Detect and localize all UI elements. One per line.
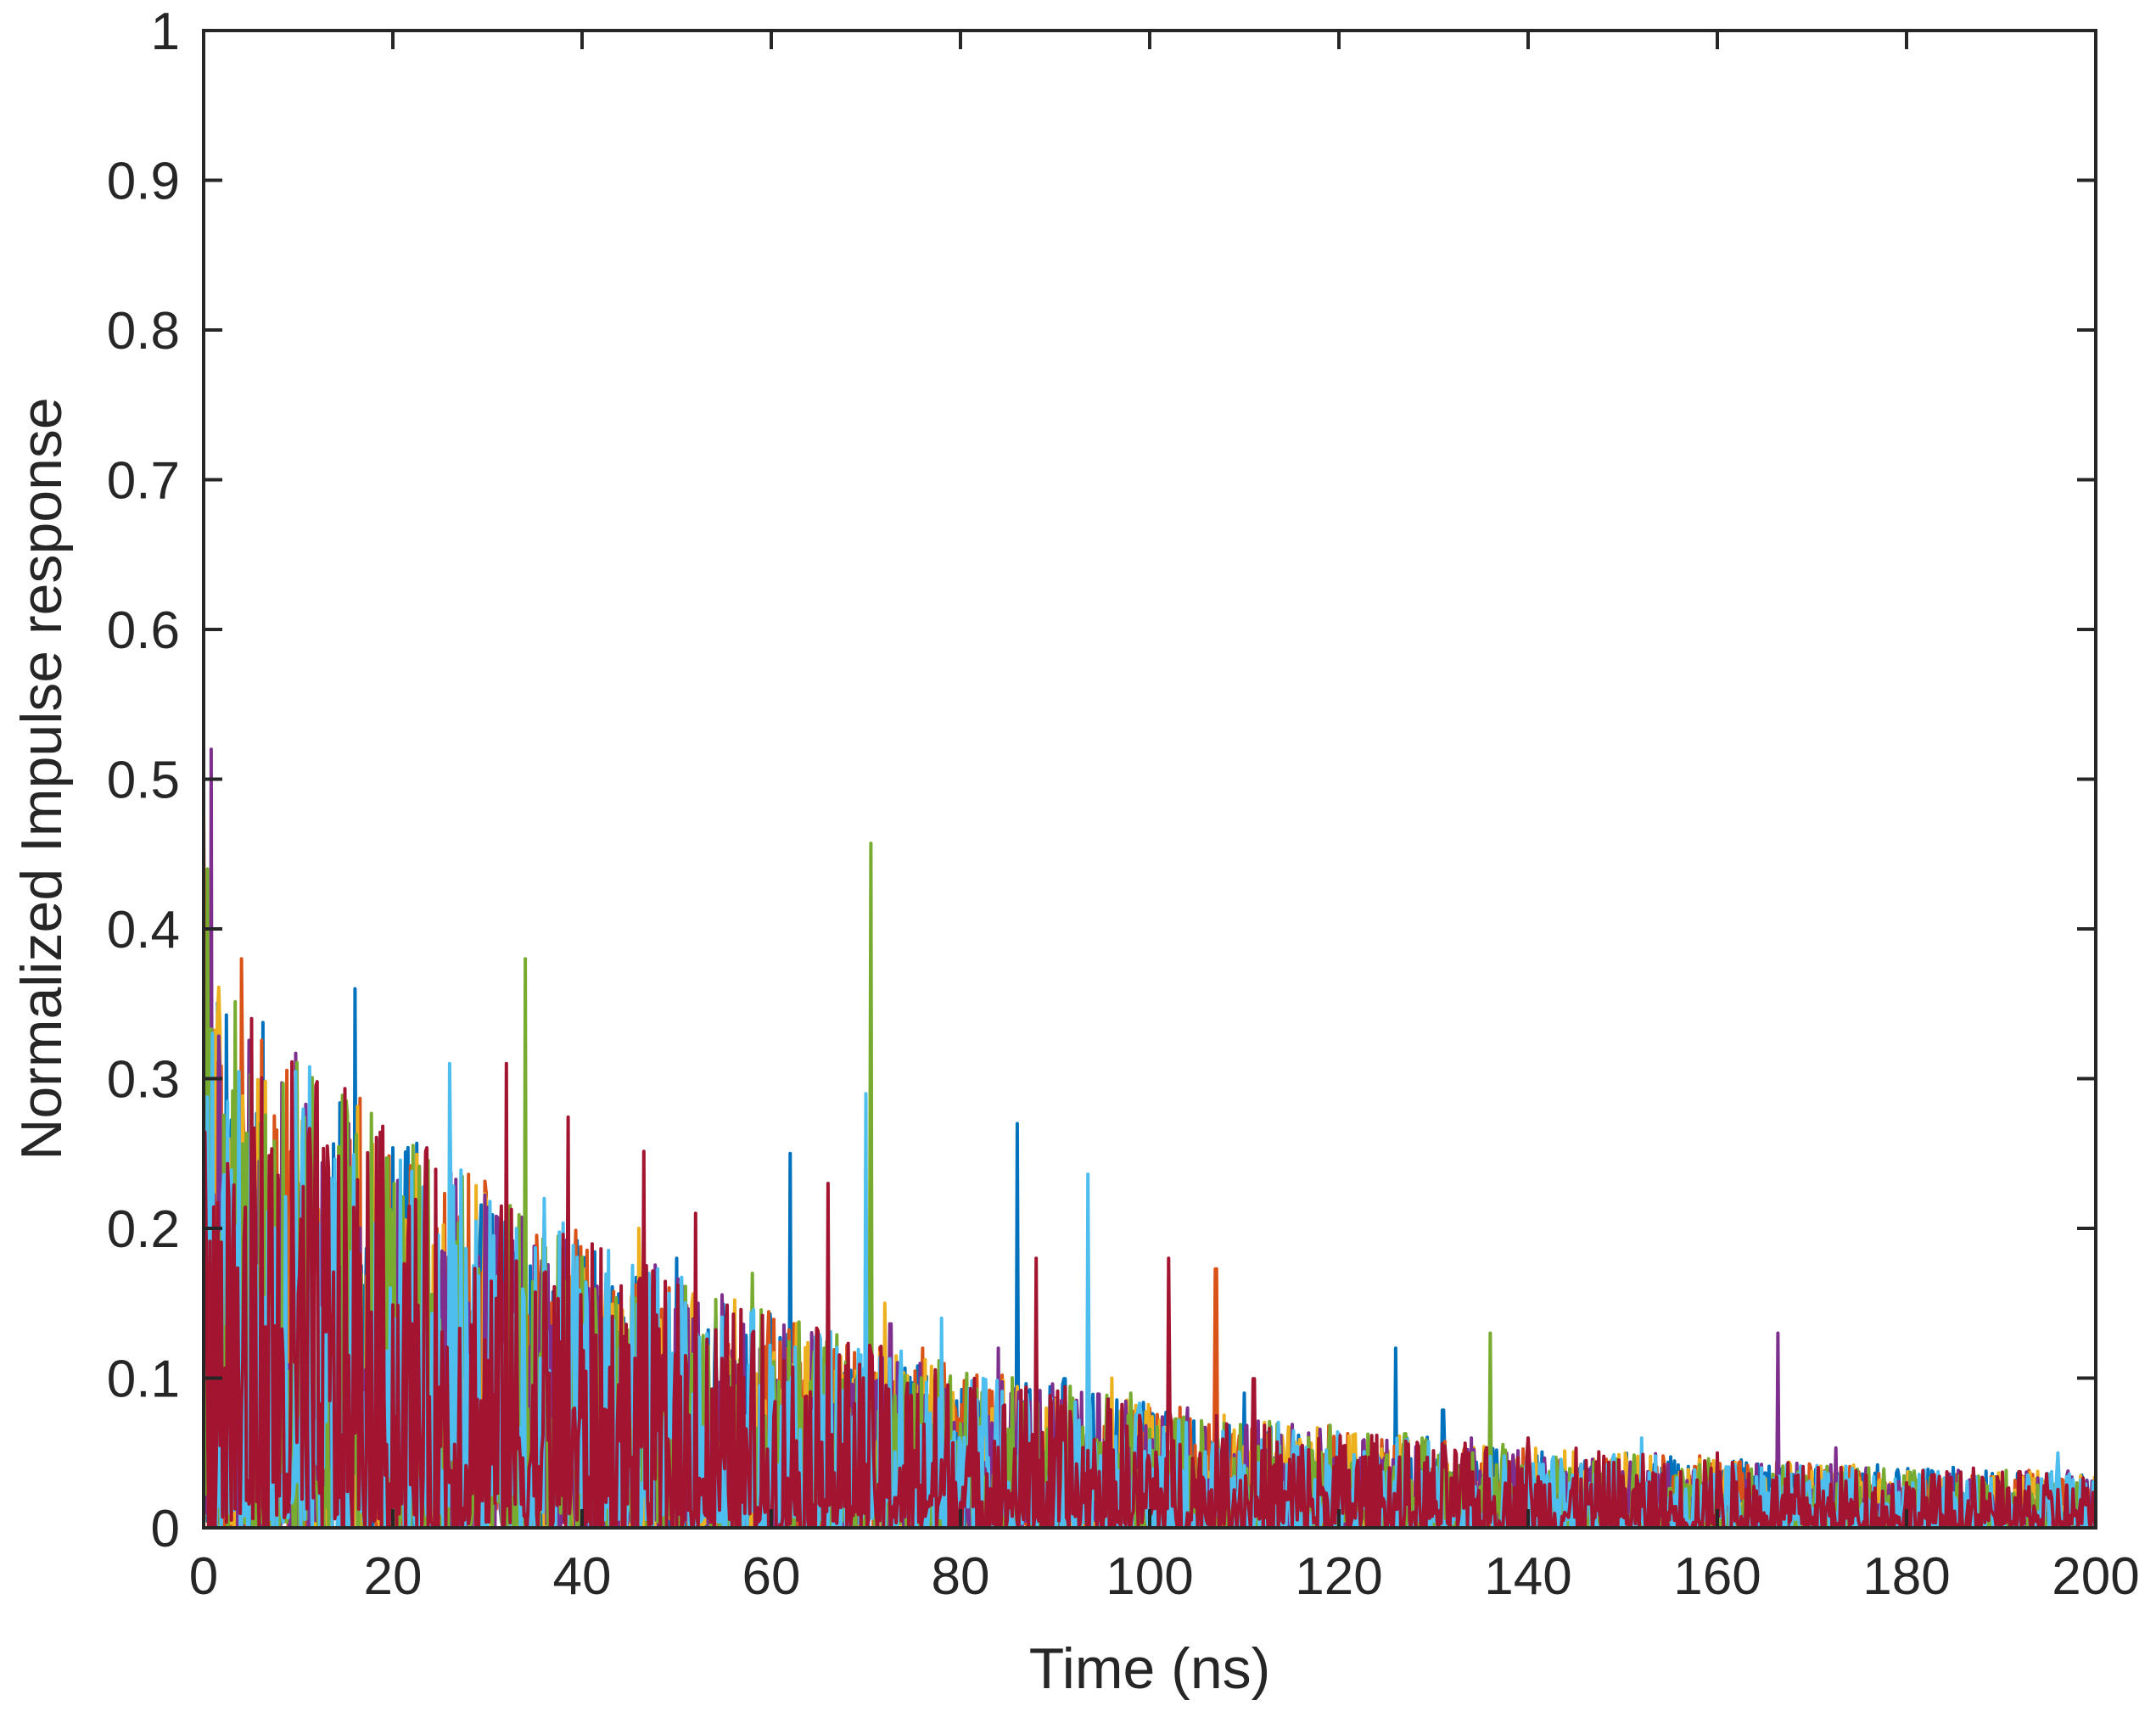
y-tick-label: 1	[151, 3, 180, 61]
x-tick-label: 0	[189, 1547, 218, 1606]
y-tick-label: 0.1	[107, 1351, 180, 1409]
x-tick-label: 100	[1106, 1547, 1193, 1606]
y-tick-label: 0.4	[107, 901, 180, 959]
y-axis-ticks	[204, 29, 2096, 1530]
x-tick-label: 120	[1295, 1547, 1382, 1606]
y-axis-label: Normalized Impulse response	[9, 397, 74, 1161]
x-tick-label: 180	[1862, 1547, 1950, 1606]
y-tick-label: 0.3	[107, 1051, 180, 1110]
x-tick-label: 60	[742, 1547, 801, 1606]
y-tick-label: 0.5	[107, 752, 180, 810]
x-tick-label: 20	[364, 1547, 423, 1606]
x-tick-label: 200	[2052, 1547, 2139, 1606]
x-tick-label: 40	[553, 1547, 612, 1606]
y-axis-tick-labels: 0 0.1 0.2 0.3 0.4 0.5 0.6 0.7 0.8 0.9 1	[107, 3, 180, 1558]
x-axis-label: Time (ns)	[1029, 1636, 1271, 1701]
x-axis-ticks	[202, 31, 2097, 1528]
y-tick-label: 0.8	[107, 302, 180, 361]
x-tick-label: 80	[932, 1547, 990, 1606]
y-tick-label: 0	[151, 1500, 180, 1558]
x-tick-label: 140	[1484, 1547, 1571, 1606]
y-tick-label: 0.7	[107, 452, 180, 511]
y-tick-label: 0.6	[107, 601, 180, 660]
y-tick-label: 0.2	[107, 1200, 180, 1259]
x-axis-tick-labels: 0 20 40 60 80 100 120 140 160 180 200	[189, 1547, 2140, 1606]
y-tick-label: 0.9	[107, 153, 180, 211]
series-line	[204, 1016, 2096, 1528]
x-tick-label: 160	[1673, 1547, 1761, 1606]
